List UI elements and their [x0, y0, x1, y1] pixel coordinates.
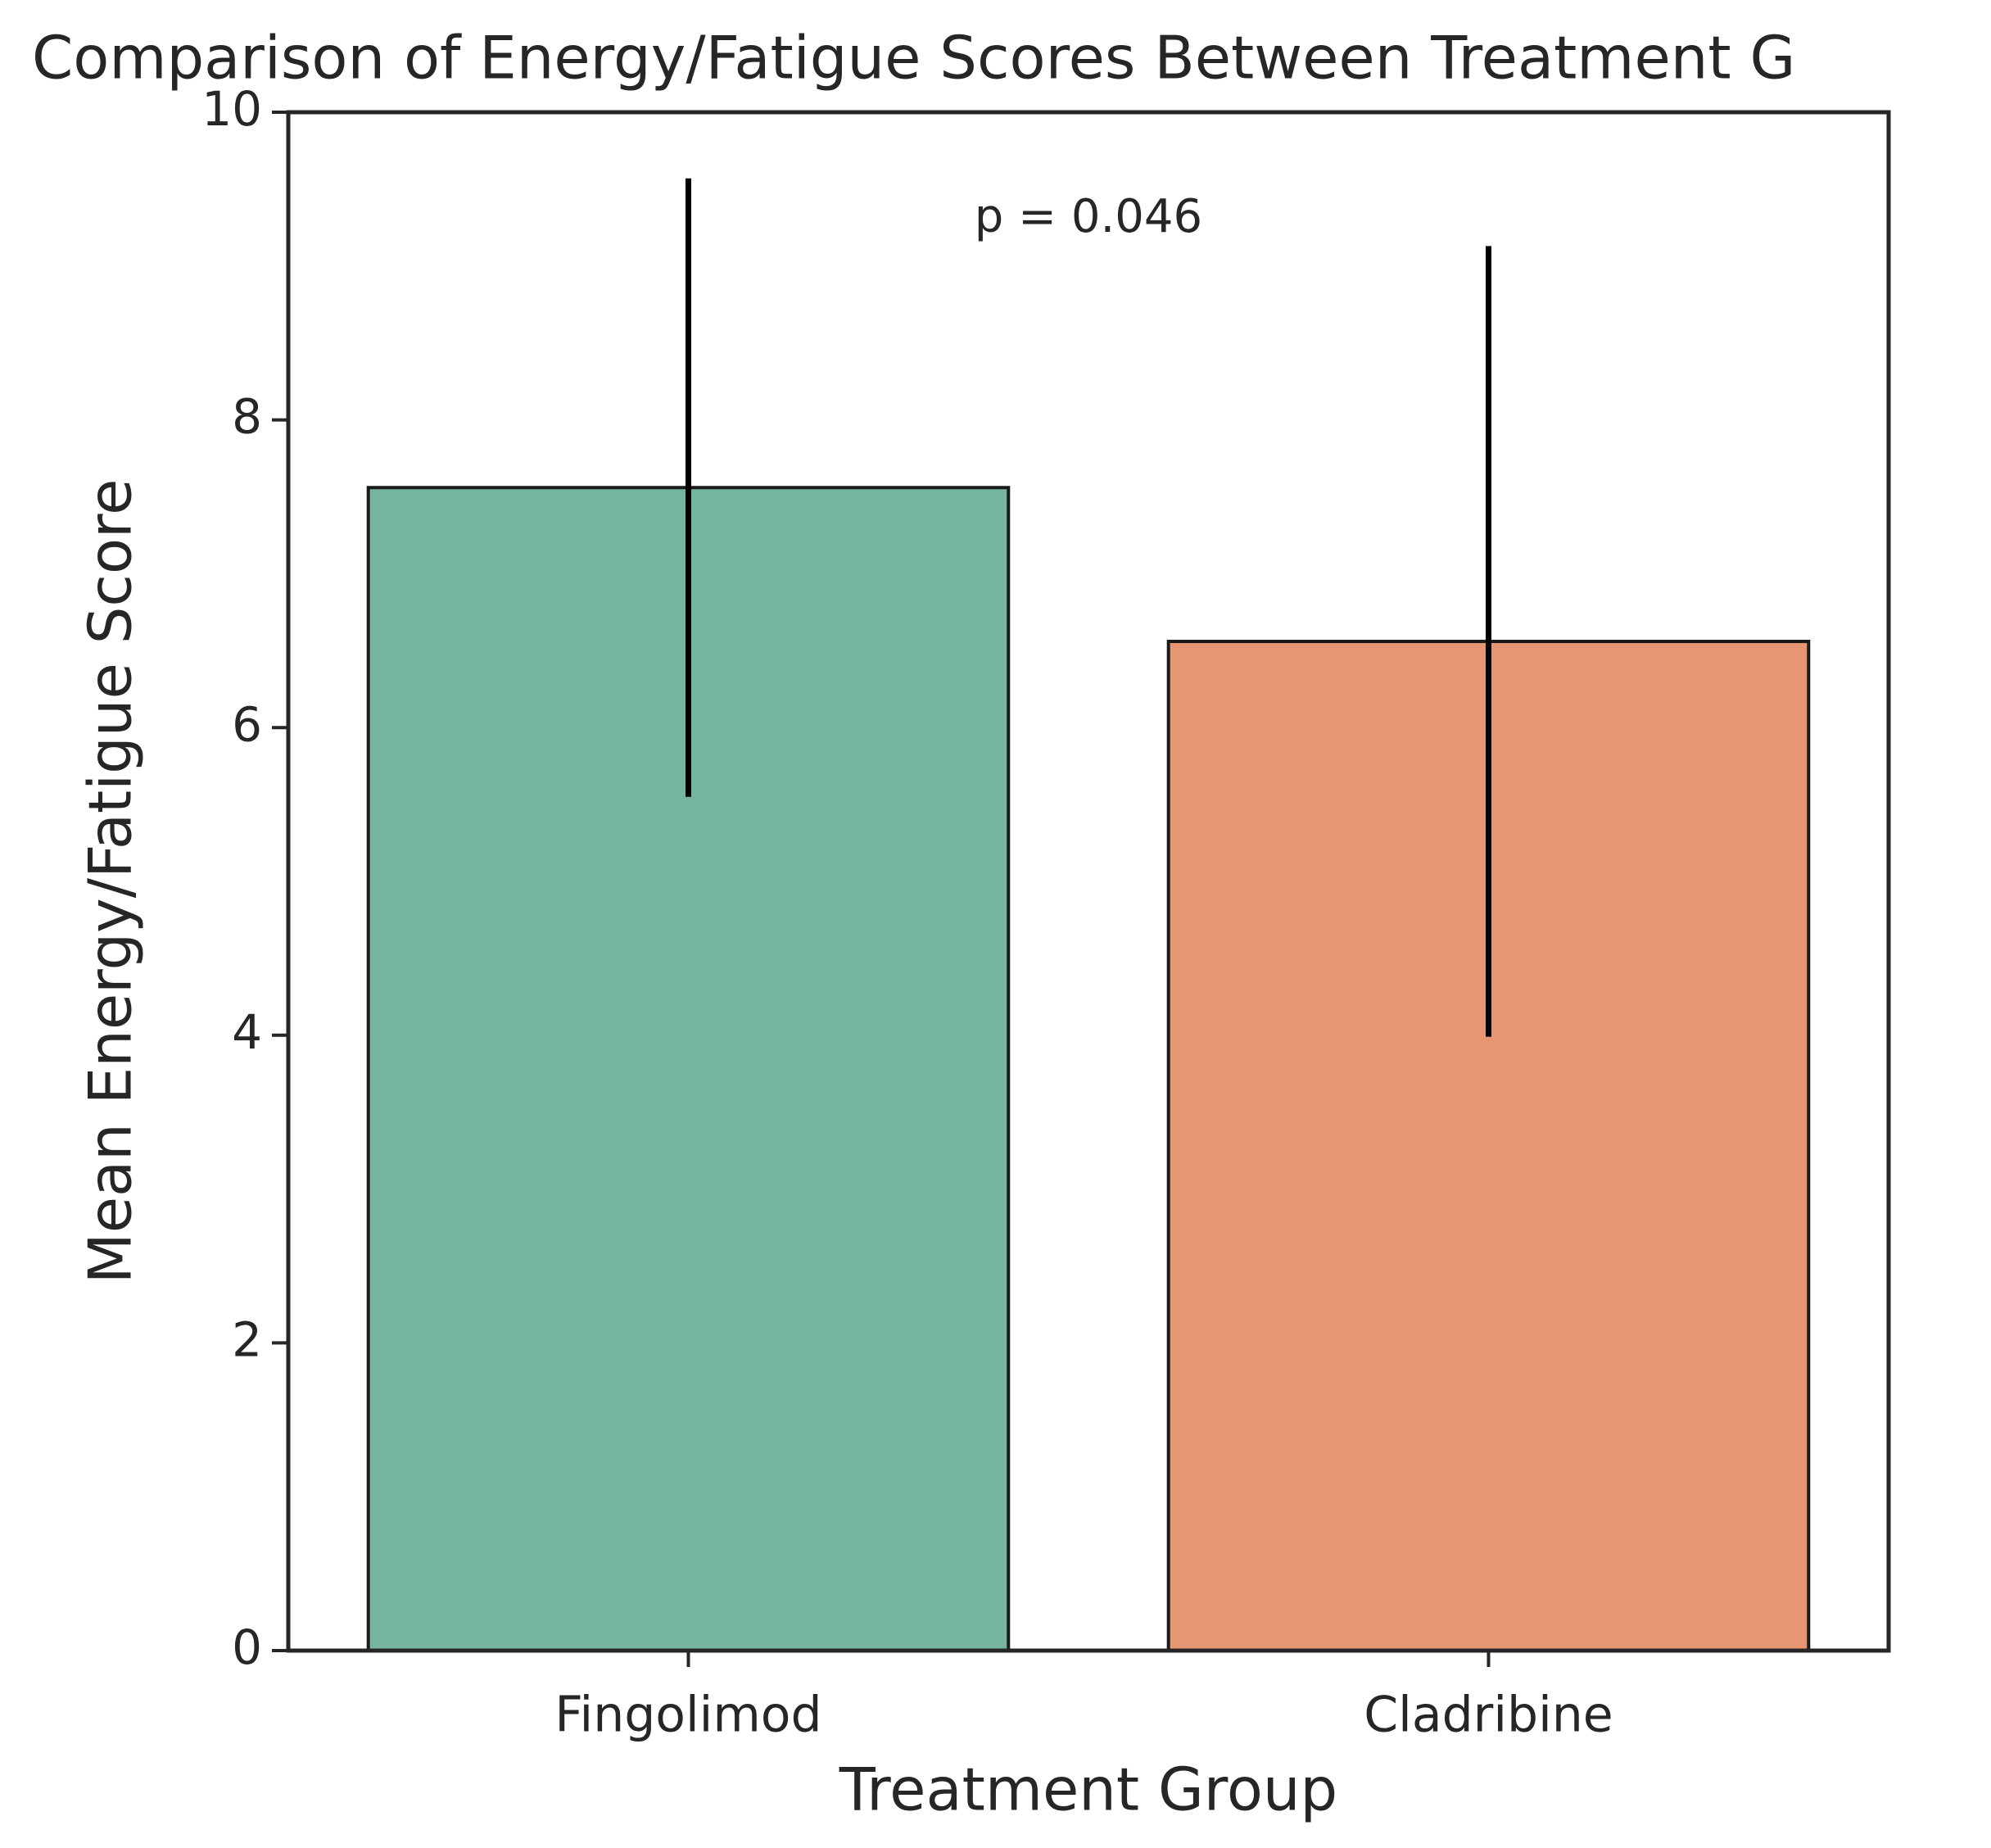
annotation: p = 0.046	[975, 190, 1202, 243]
y-tick-label: 6	[232, 696, 262, 752]
x-tick-label: Fingolimod	[554, 1687, 821, 1744]
x-axis-label: Treatment Group	[839, 1755, 1337, 1824]
x-tick-label: Cladribine	[1364, 1687, 1613, 1744]
y-tick-label: 2	[232, 1312, 262, 1368]
axes-frame	[286, 110, 1891, 1653]
y-axis-label: Mean Energy/Fatigue Score	[76, 479, 145, 1284]
y-tick-label: 0	[232, 1619, 262, 1675]
y-tick-label: 4	[232, 1004, 262, 1060]
chart-title: Comparison of Energy/Fatigue Scores Betw…	[32, 24, 1795, 93]
y-tick-label: 8	[232, 389, 262, 445]
y-tick-label: 10	[201, 81, 262, 137]
